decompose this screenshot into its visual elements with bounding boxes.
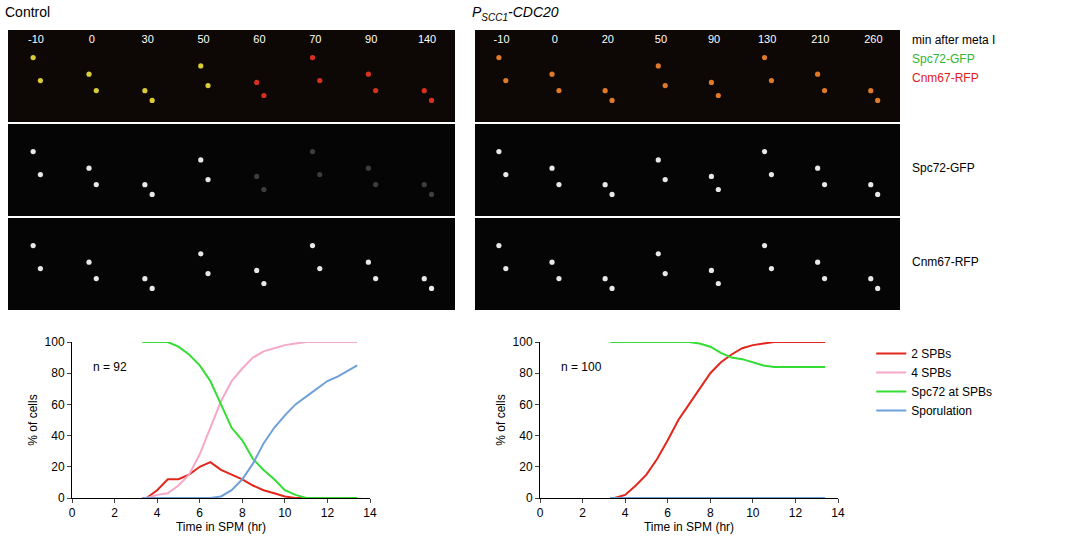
svg-text:12: 12	[321, 506, 335, 520]
svg-text:min after meta I: min after meta I	[912, 33, 995, 47]
svg-text:-10: -10	[28, 33, 44, 45]
svg-text:60: 60	[519, 398, 533, 412]
svg-text:0: 0	[552, 33, 558, 45]
svg-text:% of cells: % of cells	[494, 394, 508, 445]
svg-text:20: 20	[602, 33, 614, 45]
svg-text:100: 100	[513, 335, 533, 349]
svg-text:8: 8	[707, 506, 714, 520]
svg-text:20: 20	[519, 460, 533, 474]
svg-text:4: 4	[622, 506, 629, 520]
svg-text:6: 6	[196, 506, 203, 520]
svg-text:4 SPBs: 4 SPBs	[911, 366, 951, 380]
svg-text:210: 210	[811, 33, 829, 45]
svg-text:30: 30	[142, 33, 154, 45]
svg-text:0: 0	[526, 491, 533, 505]
svg-text:60: 60	[253, 33, 265, 45]
svg-text:Sporulation: Sporulation	[911, 404, 972, 418]
svg-text:100: 100	[45, 335, 65, 349]
svg-text:-10: -10	[494, 33, 510, 45]
svg-text:2 SPBs: 2 SPBs	[911, 347, 951, 361]
svg-text:n = 100: n = 100	[561, 360, 602, 374]
svg-text:0: 0	[537, 506, 544, 520]
svg-text:2: 2	[111, 506, 118, 520]
svg-text:% of cells: % of cells	[26, 394, 40, 445]
svg-text:40: 40	[519, 429, 533, 443]
svg-text:50: 50	[197, 33, 209, 45]
svg-text:2: 2	[579, 506, 586, 520]
svg-text:10: 10	[746, 506, 760, 520]
svg-text:0: 0	[58, 491, 65, 505]
svg-text:Spc72-GFP: Spc72-GFP	[912, 52, 975, 66]
svg-text:40: 40	[51, 429, 65, 443]
svg-text:0: 0	[69, 506, 76, 520]
svg-text:60: 60	[51, 398, 65, 412]
svg-text:140: 140	[418, 33, 436, 45]
svg-text:Cnm67-RFP: Cnm67-RFP	[912, 255, 979, 269]
svg-text:0: 0	[89, 33, 95, 45]
svg-text:12: 12	[789, 506, 803, 520]
svg-text:80: 80	[519, 366, 533, 380]
svg-text:80: 80	[51, 366, 65, 380]
svg-text:14: 14	[363, 506, 377, 520]
svg-text:Time in SPM (hr): Time in SPM (hr)	[176, 520, 266, 534]
svg-text:Time in SPM (hr): Time in SPM (hr)	[644, 520, 734, 534]
svg-text:Spc72 at SPBs: Spc72 at SPBs	[911, 385, 992, 399]
svg-text:90: 90	[365, 33, 377, 45]
svg-text:Control: Control	[5, 4, 50, 20]
svg-text:Cnm67-RFP: Cnm67-RFP	[912, 71, 979, 85]
svg-text:10: 10	[278, 506, 292, 520]
svg-text:14: 14	[831, 506, 845, 520]
svg-text:8: 8	[239, 506, 246, 520]
svg-text:50: 50	[655, 33, 667, 45]
svg-text:4: 4	[154, 506, 161, 520]
svg-text:130: 130	[758, 33, 776, 45]
svg-text:Spc72-GFP: Spc72-GFP	[912, 161, 975, 175]
svg-text:6: 6	[664, 506, 671, 520]
svg-text:90: 90	[708, 33, 720, 45]
svg-text:20: 20	[51, 460, 65, 474]
svg-text:n = 92: n = 92	[93, 360, 127, 374]
svg-text:260: 260	[864, 33, 882, 45]
svg-text:70: 70	[309, 33, 321, 45]
svg-text:PSCC1-CDC20: PSCC1-CDC20	[472, 4, 559, 23]
